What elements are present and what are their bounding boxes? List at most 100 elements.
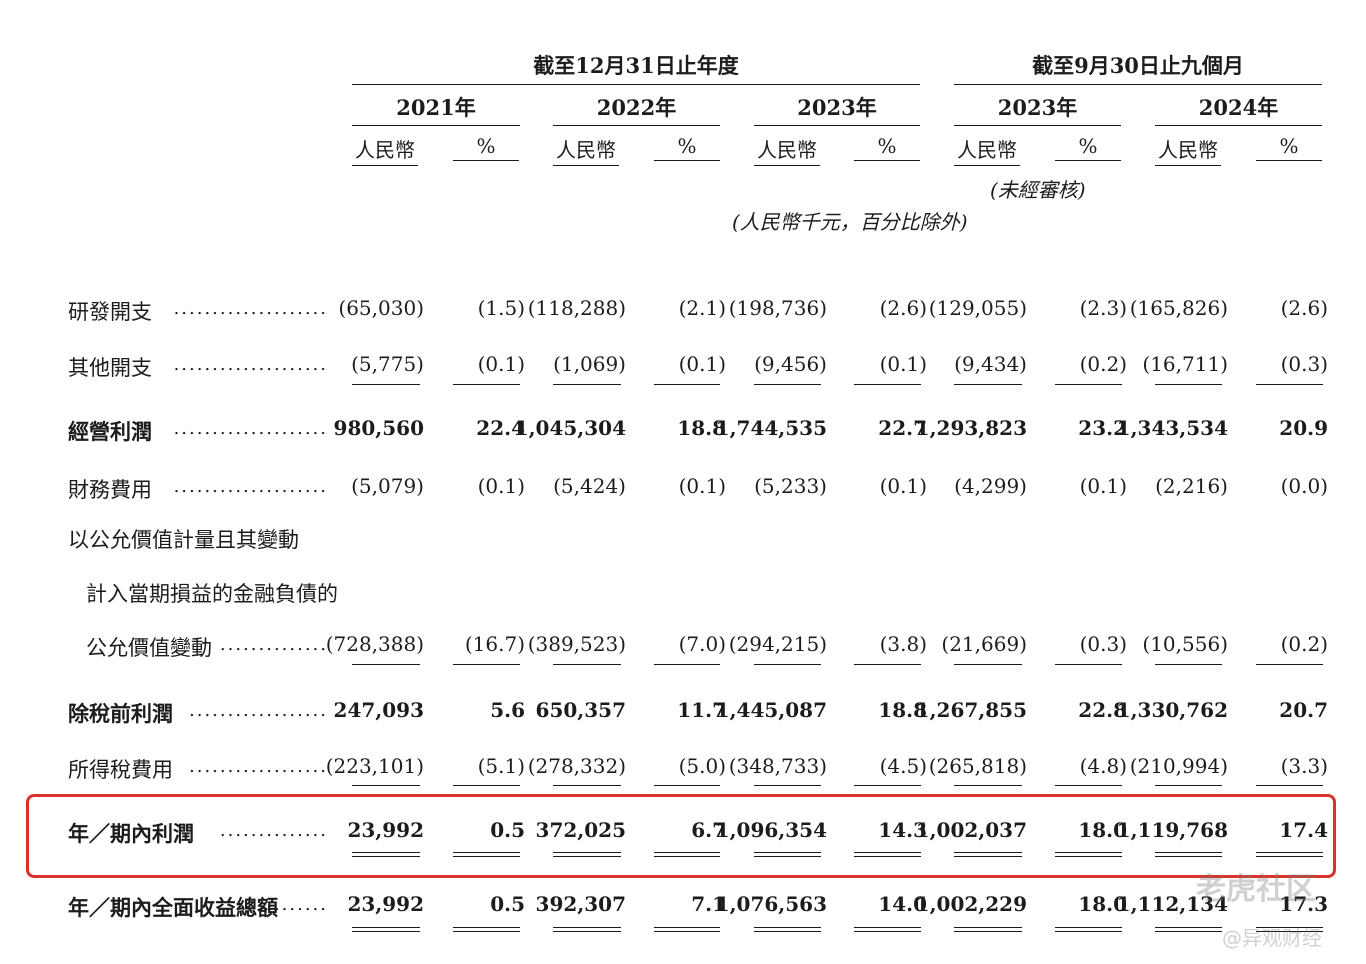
row-leader-dots: .............. [219, 634, 328, 655]
single-underline [1256, 384, 1323, 385]
cell-amount: (5,424) [553, 474, 626, 498]
single-underline [654, 785, 720, 786]
double-underline [754, 852, 821, 857]
cell-amount: (278,332) [527, 754, 626, 778]
double-underline [553, 927, 621, 932]
cell-percent: 6.7 [691, 818, 726, 842]
cell-percent: (0.0) [1280, 474, 1328, 498]
single-underline [1256, 785, 1323, 786]
cell-percent: 7.1 [691, 892, 726, 916]
cell-amount: 1,445,087 [715, 698, 827, 722]
cell-amount: 980,560 [333, 416, 424, 440]
cell-amount: 1,002,229 [915, 892, 1027, 916]
double-underline [854, 852, 921, 857]
single-underline [1055, 785, 1122, 786]
double-underline [553, 852, 621, 857]
cell-percent: 20.7 [1279, 698, 1328, 722]
double-underline [1256, 927, 1323, 932]
year-header-2022: 2022年 [596, 95, 677, 120]
single-underline [754, 785, 821, 786]
single-underline [1155, 785, 1222, 786]
currency-header: 人民幣 [754, 134, 820, 166]
cell-amount: 1,293,823 [915, 416, 1027, 440]
cell-amount: (10,556) [1142, 632, 1228, 656]
cell-amount: (348,733) [728, 754, 827, 778]
double-underline [1256, 852, 1323, 857]
cell-amount: (5,079) [351, 474, 424, 498]
single-underline [854, 664, 921, 665]
cell-percent: 17.4 [1279, 818, 1328, 842]
cell-amount: 1,096,354 [715, 818, 827, 842]
row-leader-dots: .................... [173, 354, 328, 375]
cell-percent: (16.7) [464, 632, 525, 656]
cell-percent: (1.5) [477, 296, 525, 320]
single-underline [1256, 664, 1323, 665]
single-underline [654, 384, 720, 385]
cell-percent: (2.6) [1280, 296, 1328, 320]
cell-amount: 1,112,134 [1116, 892, 1228, 916]
cell-percent: (0.3) [1079, 632, 1127, 656]
double-underline [654, 927, 720, 932]
cell-percent: (0.1) [477, 474, 525, 498]
single-underline [854, 384, 921, 385]
row-leader-dots: .............. [219, 820, 328, 841]
cell-amount: (198,736) [728, 296, 827, 320]
cell-percent: (5.0) [678, 754, 726, 778]
single-underline [954, 664, 1022, 665]
single-underline [754, 384, 821, 385]
cell-percent: 14.0 [878, 892, 927, 916]
cell-amount: (728,388) [325, 632, 424, 656]
single-underline [954, 384, 1022, 385]
header-group-year-underline [352, 84, 920, 85]
single-underline [453, 664, 520, 665]
cell-amount: 1,267,855 [915, 698, 1027, 722]
row-leader-dots: .................... [173, 298, 328, 319]
cell-amount: (294,215) [728, 632, 827, 656]
double-underline [1155, 852, 1222, 857]
cell-percent: 0.5 [490, 818, 525, 842]
single-underline [1055, 384, 1122, 385]
cell-amount: 1,744,535 [715, 416, 827, 440]
cell-percent: (4.8) [1079, 754, 1127, 778]
currency-header: 人民幣 [954, 134, 1020, 166]
row-leader-dots: .................... [173, 476, 328, 497]
cell-percent: (0.2) [1280, 632, 1328, 656]
row-leader-dots: .................... [173, 418, 328, 439]
cell-amount: (65,030) [338, 296, 424, 320]
cell-percent: (0.1) [678, 352, 726, 376]
cell-amount: (223,101) [325, 754, 424, 778]
cell-percent: (0.1) [477, 352, 525, 376]
double-underline [1055, 927, 1122, 932]
single-underline [754, 664, 821, 665]
currency-header: 人民幣 [352, 134, 418, 166]
highlight-profit-row [26, 794, 1336, 878]
percent-header: % [1055, 134, 1121, 161]
row-label: 計入當期損益的金融負債的 [86, 582, 338, 606]
row-leader-dots: .................. [189, 700, 328, 721]
cell-amount: 392,307 [535, 892, 626, 916]
year-header-2023: 2023年 [797, 95, 877, 120]
single-underline [553, 664, 621, 665]
cell-percent: 5.6 [490, 698, 525, 722]
header-group-nine-underline [954, 84, 1322, 85]
cell-amount: 247,093 [333, 698, 424, 722]
percent-header: % [854, 134, 920, 161]
cell-percent: (3.3) [1280, 754, 1328, 778]
row-label: 年／期內利潤 [68, 821, 194, 846]
single-underline [1155, 664, 1222, 665]
cell-amount: (118,288) [527, 296, 626, 320]
cell-percent: (4.5) [879, 754, 927, 778]
single-underline [352, 785, 420, 786]
unaudited-note: (未經審核) [990, 178, 1086, 202]
header-group-year: 截至12月31日止年度 [533, 53, 739, 78]
single-underline [352, 384, 420, 385]
cell-percent: (7.0) [678, 632, 726, 656]
cell-percent: (2.3) [1079, 296, 1127, 320]
cell-percent: (0.1) [879, 474, 927, 498]
header-group-nine-months: 截至9月30日止九個月 [1032, 53, 1244, 78]
row-label: 所得稅費用 [68, 758, 173, 782]
row-label: 其他開支 [68, 356, 152, 380]
units-note: (人民幣千元，百分比除外) [732, 210, 968, 234]
double-underline [1055, 852, 1122, 857]
watermark-logo: 老虎社区 [1196, 872, 1316, 907]
